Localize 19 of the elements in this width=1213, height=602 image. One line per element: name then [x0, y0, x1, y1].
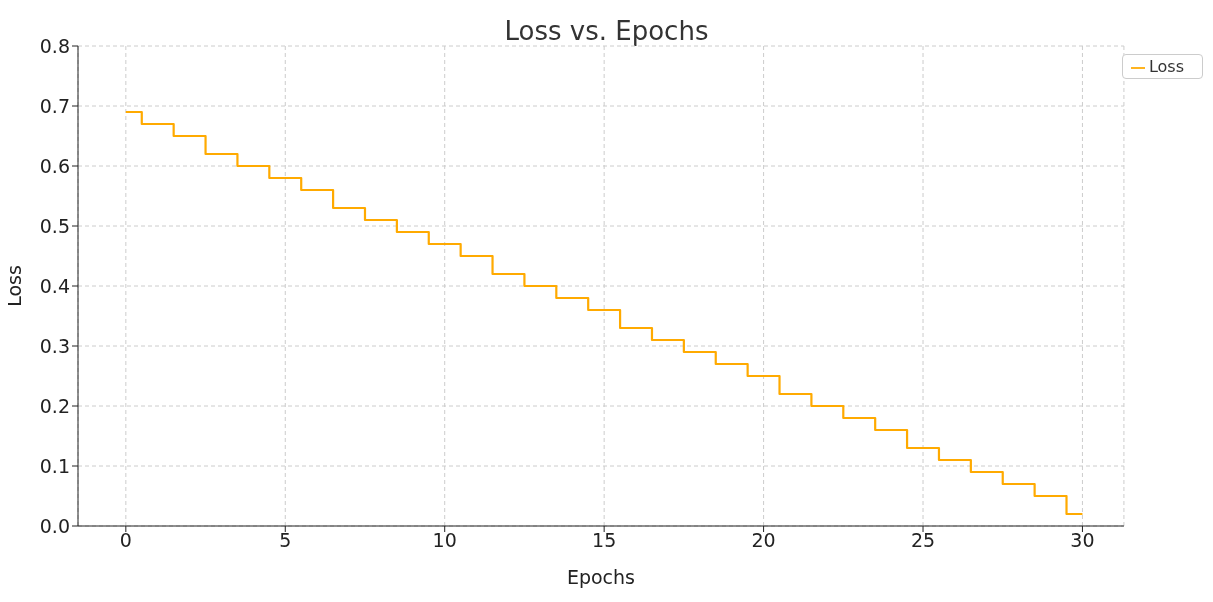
x-tick-label: 20 [751, 529, 776, 552]
y-tick-label: 0.8 [39, 34, 70, 57]
x-tick-label: 25 [910, 529, 936, 552]
x-tick-label: 5 [279, 529, 292, 552]
legend-label: Loss [1148, 57, 1184, 76]
x-tick-label: 10 [432, 529, 457, 552]
x-tick-label: 15 [592, 529, 617, 552]
y-tick-label: 0.5 [39, 214, 70, 237]
y-tick-label: 0.4 [39, 274, 70, 297]
y-tick-label: 0.6 [39, 154, 70, 177]
y-tick-label: 0.0 [39, 514, 70, 537]
y-tick-label: 0.1 [39, 454, 70, 477]
y-tick-label: 0.7 [39, 94, 70, 117]
x-tick-label: 0 [119, 529, 132, 552]
y-tick-label: 0.2 [39, 394, 70, 417]
x-axis-title: Epochs [566, 566, 635, 588]
chart-title: Loss vs. Epochs [504, 16, 709, 46]
x-tick-label: 30 [1070, 529, 1095, 552]
y-tick-label: 0.3 [39, 334, 70, 357]
